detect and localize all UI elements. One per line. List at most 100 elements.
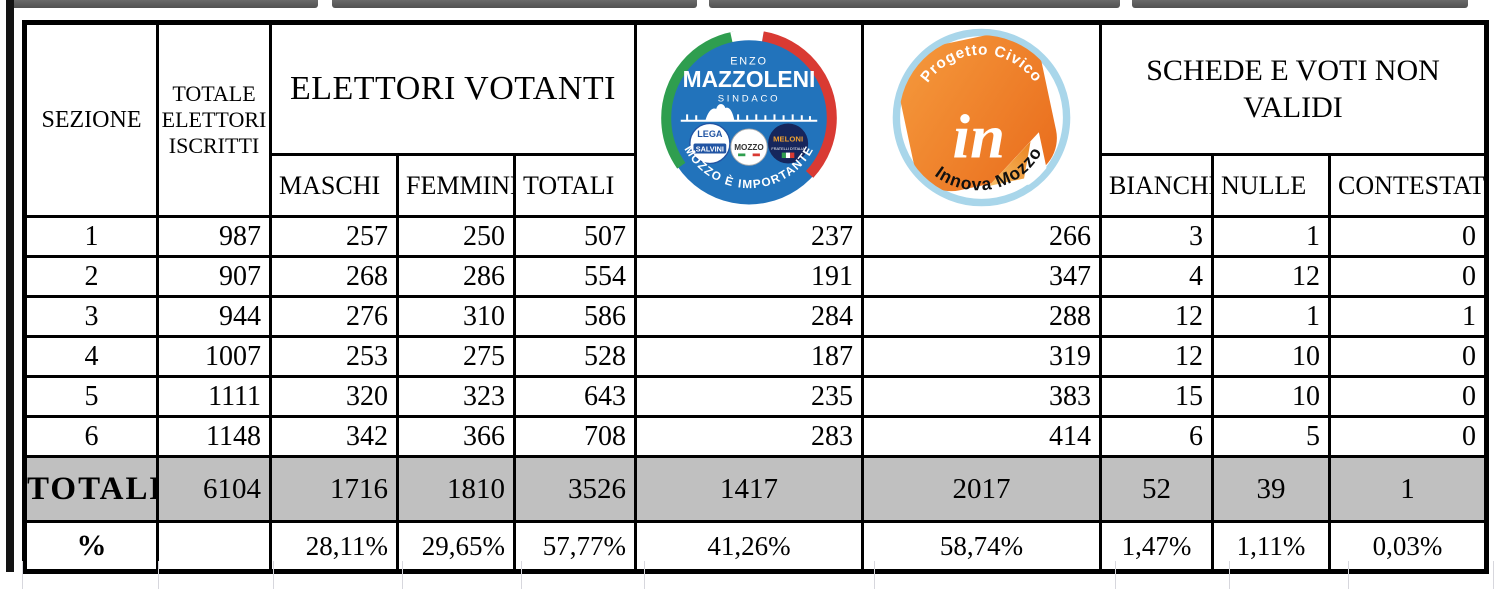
cell-maschi: 320 xyxy=(269,375,399,418)
cell-innova-votes: 414 xyxy=(861,415,1103,458)
percent-contestate: 0,03% xyxy=(1328,520,1489,573)
skyline-graphic xyxy=(680,103,818,122)
cell-iscritti: 1007 xyxy=(156,335,272,378)
header-nulle: NULLE xyxy=(1211,153,1332,218)
cell-femmine: 286 xyxy=(396,255,516,298)
percent-iscritti xyxy=(156,520,272,573)
percent-label: % xyxy=(23,520,159,573)
cell-femmine: 366 xyxy=(396,415,516,458)
cell-bianche: 6 xyxy=(1099,415,1215,458)
cell-maschi: 268 xyxy=(269,255,399,298)
percent-innova: 58,74% xyxy=(861,520,1103,573)
cell-innova-votes: 266 xyxy=(861,215,1103,258)
top-cropped-bar-segment xyxy=(1132,0,1468,8)
cell-bianche: 12 xyxy=(1099,335,1215,378)
percent-row: % 28,11% 29,65% 57,77% 41,26% 58,74% 1,4… xyxy=(23,520,1489,573)
cell-contestate: 0 xyxy=(1328,375,1489,418)
tricolore-red-arc xyxy=(661,29,837,206)
cell-totali: 507 xyxy=(512,215,638,258)
totals-label: TOTALE xyxy=(23,455,159,523)
mazzoleni-logo-cell: ENZO MAZZOLENI SINDACO LEGA SALVIN xyxy=(634,21,865,218)
cell-sezione: 4 xyxy=(23,335,159,378)
meloni-badge-label: MELONI xyxy=(773,134,803,143)
cell-nulle: 10 xyxy=(1211,375,1332,418)
cell-totali: 586 xyxy=(512,295,638,338)
innova-monogram: in xyxy=(953,101,1005,171)
cell-contestate: 0 xyxy=(1328,255,1489,298)
cell-totali: 643 xyxy=(512,375,638,418)
cell-mazzoleni-votes: 187 xyxy=(634,335,865,378)
cell-contestate: 1 xyxy=(1328,295,1489,338)
header-line: ISCRITTI xyxy=(168,132,260,158)
percent-maschi: 28,11% xyxy=(269,520,399,573)
cell-sezione: 5 xyxy=(23,375,159,418)
top-cropped-bar-segment xyxy=(332,0,697,8)
cell-sezione: 3 xyxy=(23,295,159,338)
table-row: 5 1111 320 323 643 235 383 15 10 0 xyxy=(23,375,1489,418)
cell-nulle: 1 xyxy=(1211,295,1332,338)
lega-badge-label: SALVINI xyxy=(696,144,724,153)
meloni-badge-sublabel: FRATELLI D'ITALIA xyxy=(771,146,805,150)
cell-nulle: 10 xyxy=(1211,335,1332,378)
totals-contestate: 1 xyxy=(1328,455,1489,523)
table-row: 1 987 257 250 507 237 266 3 1 0 xyxy=(23,215,1489,258)
cell-nulle: 1 xyxy=(1211,215,1332,258)
tricolore-white-arc xyxy=(661,29,837,206)
header-sezione: SEZIONE xyxy=(23,21,159,218)
cell-bianche: 4 xyxy=(1099,255,1215,298)
cell-nulle: 12 xyxy=(1211,255,1332,298)
cell-sezione: 1 xyxy=(23,215,159,258)
header-line: ELETTORI xyxy=(161,107,267,133)
cell-mazzoleni-votes: 191 xyxy=(634,255,865,298)
logo-candidate-first-name: ENZO xyxy=(730,55,768,67)
cell-iscritti: 1111 xyxy=(156,375,272,418)
header-femmine: FEMMINE xyxy=(396,153,516,218)
header-bianche: BIANCHE xyxy=(1099,153,1215,218)
cell-femmine: 323 xyxy=(396,375,516,418)
top-cropped-bar-segment xyxy=(10,0,318,8)
totals-maschi: 1716 xyxy=(269,455,399,523)
cell-innova-votes: 347 xyxy=(861,255,1103,298)
totals-mazzoleni-votes: 1417 xyxy=(634,455,865,523)
header-line: TOTALE xyxy=(172,81,256,107)
table-row: 3 944 276 310 586 284 288 12 1 1 xyxy=(23,295,1489,338)
cell-mazzoleni-votes: 283 xyxy=(634,415,865,458)
cell-iscritti: 987 xyxy=(156,215,272,258)
cell-iscritti: 1148 xyxy=(156,415,272,458)
totals-femmine: 1810 xyxy=(396,455,516,523)
totals-totali: 3526 xyxy=(512,455,638,523)
totals-nulle: 39 xyxy=(1211,455,1332,523)
tricolore-green-arc xyxy=(661,29,837,206)
lega-badge-top-label: LEGA xyxy=(697,129,723,139)
header-totali: TOTALI xyxy=(512,153,638,218)
totals-innova-votes: 2017 xyxy=(861,455,1103,523)
mozzo-badge-label: MOZZO xyxy=(734,142,764,151)
header-totale-elettori-iscritti: TOTALE ELETTORI ISCRITTI xyxy=(156,21,272,218)
cell-femmine: 310 xyxy=(396,295,516,338)
cell-innova-votes: 319 xyxy=(861,335,1103,378)
mazzoleni-list-logo: ENZO MAZZOLENI SINDACO LEGA SALVIN xyxy=(661,29,837,206)
cell-maschi: 257 xyxy=(269,215,399,258)
left-edge-bar xyxy=(6,0,14,572)
header-elettori-votanti: ELETTORI VOTANTI xyxy=(268,20,638,157)
header-contestate: CONTESTATE xyxy=(1328,153,1489,218)
cell-totali: 528 xyxy=(512,335,638,378)
cell-sezione: 2 xyxy=(23,255,159,298)
cell-bianche: 12 xyxy=(1099,295,1215,338)
header-maschi: MASCHI xyxy=(269,153,399,218)
percent-nulle: 1,11% xyxy=(1211,520,1332,573)
cell-bianche: 3 xyxy=(1099,215,1215,258)
top-cropped-bar-segment xyxy=(709,0,1120,8)
totals-iscritti: 6104 xyxy=(156,455,272,523)
percent-mazzoleni: 41,26% xyxy=(634,520,865,573)
cell-mazzoleni-votes: 237 xyxy=(634,215,865,258)
logo-role: SINDACO xyxy=(718,93,781,104)
cell-femmine: 275 xyxy=(396,335,516,378)
innova-list-logo: Progetto Civico in Innova Mozzo xyxy=(892,28,1071,207)
table-row: 2 907 268 286 554 191 347 4 12 0 xyxy=(23,255,1489,298)
cell-sezione: 6 xyxy=(23,415,159,458)
logo-candidate-surname: MAZZOLENI xyxy=(683,66,816,92)
cell-iscritti: 907 xyxy=(156,255,272,298)
cell-maschi: 253 xyxy=(269,335,399,378)
